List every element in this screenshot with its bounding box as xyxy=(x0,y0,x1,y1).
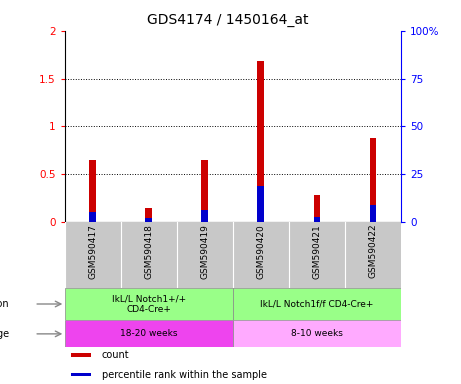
Bar xyxy=(258,61,264,222)
Bar xyxy=(313,195,320,222)
Text: age: age xyxy=(0,329,9,339)
Bar xyxy=(233,288,401,320)
Text: genotype/variation: genotype/variation xyxy=(0,299,9,309)
Bar xyxy=(71,373,91,376)
Text: count: count xyxy=(101,350,129,360)
Text: GSM590419: GSM590419 xyxy=(200,224,209,279)
Text: GSM590418: GSM590418 xyxy=(144,224,153,279)
Bar xyxy=(65,320,233,347)
Bar xyxy=(89,212,96,222)
Bar xyxy=(258,185,264,222)
Bar xyxy=(313,217,320,222)
Text: GDS4174 / 1450164_at: GDS4174 / 1450164_at xyxy=(148,13,309,27)
Bar xyxy=(370,138,376,222)
Bar xyxy=(201,160,208,222)
Text: GSM590422: GSM590422 xyxy=(368,224,378,278)
Text: 8-10 weeks: 8-10 weeks xyxy=(291,329,343,338)
Bar xyxy=(71,353,91,356)
Bar xyxy=(233,320,401,347)
Bar xyxy=(65,288,233,320)
Text: GSM590421: GSM590421 xyxy=(313,224,321,278)
Text: GSM590417: GSM590417 xyxy=(88,224,97,279)
Text: IkL/L Notch1f/f CD4-Cre+: IkL/L Notch1f/f CD4-Cre+ xyxy=(260,300,373,308)
Bar xyxy=(201,210,208,222)
Bar xyxy=(370,205,376,222)
Text: percentile rank within the sample: percentile rank within the sample xyxy=(101,370,266,380)
Text: IkL/L Notch1+/+
CD4-Cre+: IkL/L Notch1+/+ CD4-Cre+ xyxy=(112,294,186,314)
Text: 18-20 weeks: 18-20 weeks xyxy=(120,329,177,338)
Bar xyxy=(145,218,152,222)
Bar xyxy=(89,160,96,222)
Bar xyxy=(145,207,152,222)
Text: GSM590420: GSM590420 xyxy=(256,224,266,278)
